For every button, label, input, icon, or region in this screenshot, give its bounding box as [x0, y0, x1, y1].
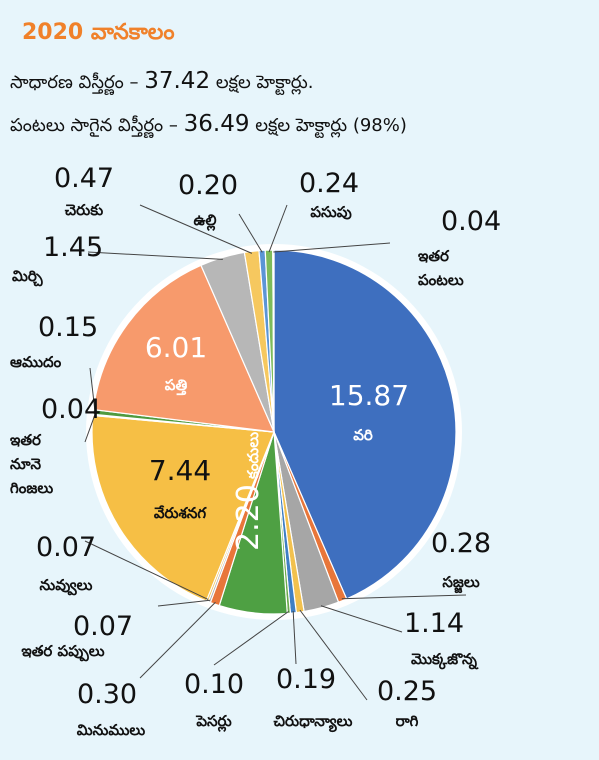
label-group-6: 2.20 కందులు — [231, 432, 266, 551]
leader-line-16 — [238, 213, 263, 253]
value-label-18: 0.04 — [441, 206, 501, 237]
category-label-6: కందులు — [244, 432, 262, 480]
leader-line-17 — [268, 204, 288, 253]
leader-line-9 — [84, 540, 209, 600]
category-label-11-2: గింజలు — [10, 479, 53, 497]
value-label-15: 0.47 — [54, 163, 114, 194]
value-label-0: 15.87 — [329, 379, 409, 412]
value-label-11: 0.04 — [41, 394, 101, 425]
category-label-8: ఇతర పప్పులు — [21, 642, 104, 662]
category-label-7: మినుములు — [77, 721, 145, 739]
value-label-1: 0.28 — [431, 528, 491, 559]
category-label-14: మిర్చి — [12, 267, 43, 287]
leader-line-15 — [139, 204, 253, 254]
category-label-2: మొక్కజొన్న — [411, 650, 480, 670]
normal-area-value: 37.42 — [144, 68, 211, 94]
value-label-3: 0.25 — [377, 676, 437, 707]
leader-line-3 — [299, 609, 368, 701]
category-label-10: వేరుశనగ — [154, 504, 208, 522]
leader-line-1 — [341, 594, 467, 600]
category-label-4: చిరుధాన్యాలు — [274, 712, 353, 733]
value-label-9: 0.07 — [36, 532, 96, 563]
category-label-11-1: నూనె — [10, 455, 42, 473]
value-label-13: 6.01 — [145, 331, 207, 364]
sown-area-line: పంటలు సాగైన విస్తీర్ణం – 36.49 లక్షల హెక… — [10, 111, 407, 140]
value-label-12: 0.15 — [38, 312, 98, 343]
leader-line-14 — [87, 251, 223, 260]
value-label-8: 0.07 — [73, 611, 133, 642]
value-label-14: 1.45 — [43, 232, 103, 263]
category-label-5: పెసర్లు — [195, 712, 231, 732]
normal-area-line: సాధారణ విస్తీర్ణం – 37.42 లక్షల హెక్టార్… — [10, 68, 313, 97]
value-label-16: 0.20 — [178, 170, 238, 201]
pie-slice-13 — [92, 264, 275, 433]
value-label-10: 7.44 — [149, 454, 211, 487]
value-label-2: 1.14 — [404, 608, 464, 639]
sown-area-label: పంటలు సాగైన విస్తీర్ణం – — [10, 115, 178, 136]
category-label-18-0: ఇతర — [418, 247, 450, 265]
value-label-17: 0.24 — [299, 168, 359, 199]
value-label-7: 0.30 — [77, 679, 137, 710]
category-label-18-1: పంటలు — [418, 271, 464, 289]
pie-slice-10 — [91, 414, 275, 602]
category-label-11-0: ఇతర — [10, 431, 42, 449]
leader-line-2 — [320, 605, 403, 633]
sown-area-unit: లక్షల హెక్టార్లు (98%) — [255, 115, 407, 136]
normal-area-unit: లక్షల హెక్టార్లు. — [215, 72, 314, 93]
value-label-5: 0.10 — [184, 669, 244, 700]
value-label-4: 0.19 — [276, 664, 336, 695]
page-title: 2020 వానకాలం — [22, 20, 175, 45]
category-label-9: నువ్వులు — [40, 576, 93, 596]
category-label-3: రాగి — [396, 712, 419, 730]
leader-line-8 — [157, 599, 211, 607]
leader-line-4 — [292, 610, 297, 665]
category-label-1: సజ్జలు — [442, 573, 479, 594]
category-label-16: ఉల్లి — [194, 211, 217, 231]
pie-slice-18 — [272, 249, 275, 433]
category-label-13: పత్తి — [165, 376, 188, 396]
leader-line-12 — [89, 367, 96, 413]
category-label-17: పసుపు — [310, 203, 351, 221]
pie-slice-0 — [273, 249, 457, 600]
sown-area-value: 36.49 — [183, 111, 250, 137]
category-label-12: ఆముదం — [10, 353, 62, 371]
category-label-0: వరి — [353, 426, 373, 444]
leader-line-18 — [273, 242, 391, 253]
leader-line-11 — [84, 414, 96, 443]
value-label-6: 2.20 — [231, 484, 266, 551]
leader-line-7 — [139, 601, 216, 679]
normal-area-label: సాధారణ విస్తీర్ణం – — [10, 72, 139, 93]
leader-line-5 — [213, 610, 289, 666]
category-label-15: చెరుకు — [65, 201, 104, 219]
